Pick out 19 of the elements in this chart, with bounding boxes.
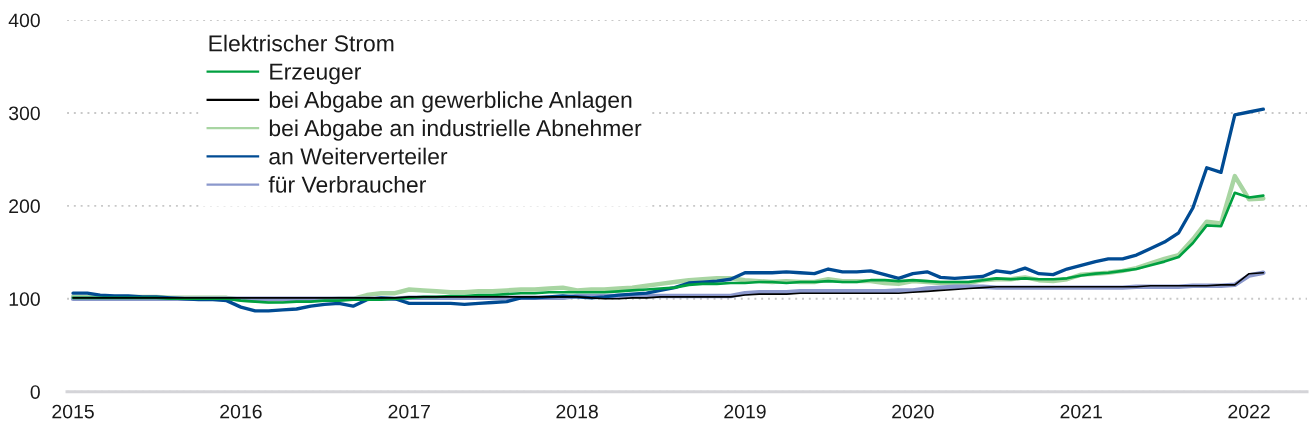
y-tick-label: 0	[30, 385, 40, 399]
y-tick-label: 200	[9, 199, 40, 214]
legend-label: bei Abgabe an gewerbliche Anlagen	[269, 91, 632, 113]
x-tick-label: 2022	[1228, 404, 1270, 419]
legend-label: für Verbraucher	[268, 175, 426, 193]
x-tick-label: 2016	[220, 404, 262, 419]
y-tick-label: 100	[9, 292, 40, 307]
legend-label: bei Abgabe an industrielle Abnehmer	[269, 119, 642, 141]
x-tick-label: 2018	[556, 404, 598, 419]
y-tick-label: 300	[8, 106, 40, 121]
x-tick-label: 2020	[892, 404, 934, 419]
legend-label: Erzeuger	[270, 63, 361, 85]
legend-label: an Weiterverteiler	[269, 147, 448, 165]
x-tick-label: 2017	[388, 404, 430, 419]
x-tick-label: 2015	[52, 404, 94, 419]
x-tick-label: 2021	[1060, 404, 1102, 419]
legend-title: Elektrischer Strom	[209, 34, 394, 52]
x-tick-label: 2019	[724, 404, 766, 419]
y-tick-label: 400	[8, 13, 40, 28]
